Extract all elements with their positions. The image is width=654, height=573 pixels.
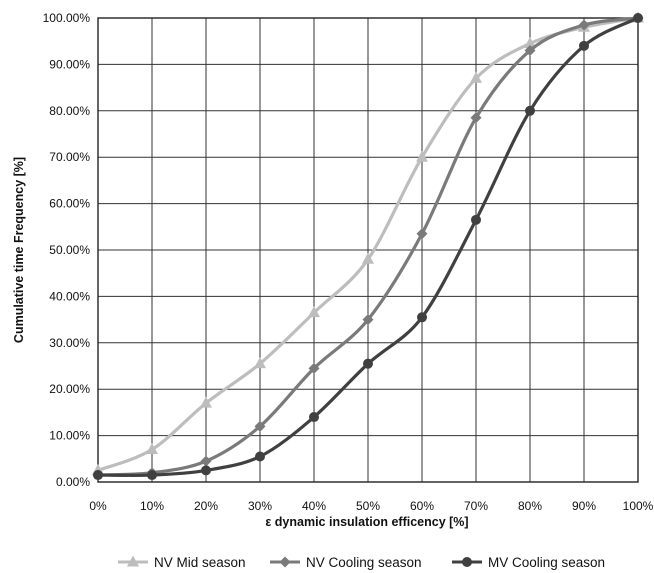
data-point-circle <box>471 214 481 225</box>
data-point-diamond <box>308 362 320 374</box>
data-point-circle <box>201 465 211 476</box>
x-tick-label: 90% <box>572 499 596 513</box>
y-tick-label: 50.00% <box>49 243 90 257</box>
data-point-circle <box>525 105 535 116</box>
y-tick-label: 40.00% <box>49 289 90 303</box>
data-point-triangle <box>254 357 266 369</box>
data-point-diamond <box>524 44 536 56</box>
data-point-circle <box>633 13 643 23</box>
legend-item: MV Cooling season <box>452 555 605 570</box>
data-point-triangle <box>470 71 482 83</box>
data-point-diamond <box>578 19 590 31</box>
y-tick-label: 90.00% <box>49 57 90 71</box>
x-tick-label: 0% <box>89 499 107 513</box>
legend: NV Mid season NV Cooling season MV Cooling… <box>118 555 605 570</box>
data-point-diamond <box>254 420 266 432</box>
legend-item: NV Cooling season <box>270 555 422 570</box>
data-point-circle <box>147 470 157 481</box>
data-point-triangle <box>524 37 536 49</box>
data-point-diamond <box>279 556 291 568</box>
legend-label: NV Mid season <box>154 555 246 570</box>
x-tick-label: 50% <box>356 499 380 513</box>
y-tick-label: 20.00% <box>49 382 90 396</box>
x-tick-label: 40% <box>302 499 326 513</box>
data-point-circle <box>93 470 103 481</box>
data-point-circle <box>579 40 589 51</box>
data-point-circle <box>309 412 319 423</box>
y-tick-label: 30.00% <box>49 336 90 350</box>
data-point-circle <box>363 358 373 369</box>
legend-label: NV Cooling season <box>306 555 422 570</box>
x-tick-label: 20% <box>194 499 218 513</box>
data-point-diamond <box>470 112 482 124</box>
data-point-circle <box>417 312 427 323</box>
plot-frame <box>97 17 639 483</box>
x-tick-label: 70% <box>464 499 488 513</box>
data-point-diamond <box>416 228 428 240</box>
series-circle <box>93 13 643 481</box>
x-tick-label: 80% <box>518 499 542 513</box>
x-tick-label: 60% <box>410 499 434 513</box>
data-point-diamond <box>200 455 212 467</box>
x-tick-label: 100% <box>623 499 654 513</box>
y-tick-label: 60.00% <box>49 197 90 211</box>
y-axis-label: Cumulative time Frequency [%] <box>12 157 26 343</box>
data-point-circle <box>462 557 472 567</box>
grid <box>97 17 639 483</box>
y-tick-label: 100.00% <box>43 11 91 25</box>
y-axis-ticks: 0.00% 10.00% 20.00% 30.00% 40.00% 50.00% 60.00… <box>43 11 91 489</box>
data-point-diamond <box>362 314 374 326</box>
series-lines <box>92 11 644 481</box>
data-point-triangle <box>416 150 428 162</box>
y-tick-label: 70.00% <box>49 150 90 164</box>
x-tick-label: 30% <box>248 499 272 513</box>
y-tick-label: 10.00% <box>49 429 90 443</box>
data-point-triangle <box>362 252 374 264</box>
x-axis-ticks: 0% 10% 20% 30% 40% 50% 60% 70% 80% 90% 100% <box>89 499 653 513</box>
data-point-circle <box>255 451 265 462</box>
data-point-triangle <box>308 306 320 318</box>
x-axis-label: ε dynamic insulation efficency [%] <box>265 515 468 529</box>
data-point-triangle <box>127 555 139 567</box>
data-point-triangle <box>200 396 212 408</box>
legend-item: NV Mid season <box>118 555 246 570</box>
y-tick-label: 80.00% <box>49 104 90 118</box>
y-tick-label: 0.00% <box>56 475 90 489</box>
x-tick-label: 10% <box>140 499 164 513</box>
data-point-triangle <box>146 443 158 455</box>
legend-label: MV Cooling season <box>488 555 605 570</box>
